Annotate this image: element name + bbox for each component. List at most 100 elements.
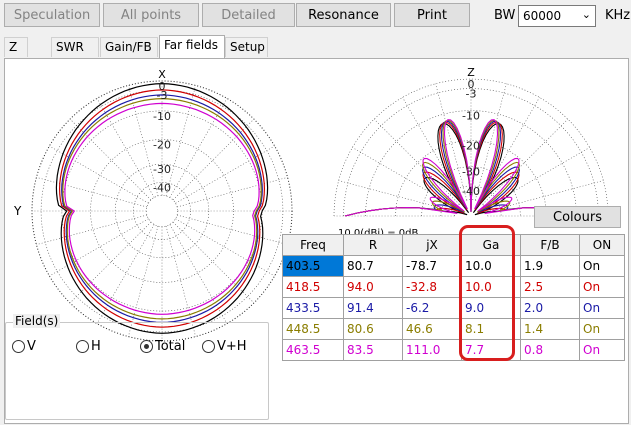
chevron-down-icon[interactable]: ⌄ [581,8,591,21]
col-fb[interactable]: F/B [520,234,580,256]
elevation-db-label: -20 [462,140,480,153]
azimuth-grid-spoke [175,218,275,277]
bw-label: BW [494,8,516,23]
table-cell-jx[interactable]: -6.2 [402,297,462,319]
radio-v-plus-h-indicator[interactable] [202,340,215,353]
table-row[interactable]: 448.5 80.6 46.6 8.1 1.4 On [282,318,625,340]
radio-h[interactable]: H [76,339,101,354]
bw-value: 60000 [523,9,562,23]
elevation-grid-spoke [435,83,468,201]
detailed-button[interactable]: Detailed [202,3,295,27]
table-row[interactable]: 418.5 94.0 -32.8 10.0 2.5 On [282,276,625,298]
azimuth-grid-spoke [49,218,149,277]
tab-setup[interactable]: Setup [225,37,268,57]
azimuth-y-axis-label: Y [13,204,22,218]
table-cell-on[interactable]: On [579,318,625,340]
elevation-z-axis-label: Z [467,66,475,79]
col-on[interactable]: ON [579,234,625,256]
radio-v[interactable]: V [12,339,36,354]
azimuth-db-label: -20 [153,139,171,152]
radio-total-indicator[interactable] [140,340,153,353]
table-cell-ga[interactable]: 7.7 [461,339,521,361]
table-cell-on[interactable]: On [579,276,625,298]
fields-legend: Field(s) [13,314,61,328]
table-cell-r[interactable]: 83.5 [343,339,403,361]
elevation-db-label: 0 [468,78,475,91]
elevation-pattern-trace [344,119,598,217]
elevation-db-label: -40 [462,185,480,198]
colours-button[interactable]: Colours [534,206,621,228]
radio-v-plus-h-label: V+H [217,339,247,354]
table-cell-r[interactable]: 91.4 [343,297,403,319]
elevation-grid-spoke [482,118,569,205]
azimuth-grid-spoke [69,221,152,304]
table-cell-freq[interactable]: 448.5 [282,318,344,340]
azimuth-grid-spoke [96,98,155,198]
table-cell-freq[interactable]: 463.5 [282,339,344,361]
table-cell-jx[interactable]: 46.6 [402,318,462,340]
resonance-button[interactable]: Resonance [296,3,391,27]
table-cell-freq[interactable]: 418.5 [282,276,344,298]
azimuth-grid-spoke [172,221,255,304]
table-cell-freq[interactable]: 433.5 [282,297,344,319]
table-cell-fb[interactable]: 2.5 [520,276,580,298]
table-cell-on[interactable]: On [579,297,625,319]
table-cell-fb[interactable]: 0.8 [520,339,580,361]
radio-h-indicator[interactable] [76,340,89,353]
bw-unit: KHz [605,8,631,23]
table-cell-jx[interactable]: 111.0 [402,339,462,361]
table-cell-fb[interactable]: 1.9 [520,255,580,277]
azimuth-grid-spoke [128,225,159,337]
elevation-grid-spoke [338,180,456,213]
table-row[interactable]: 403.5 80.7 -78.7 10.0 1.9 On [282,255,625,277]
elevation-db-label: -3 [466,88,477,101]
radio-total[interactable]: Total [140,339,185,354]
table-cell-ga[interactable]: 10.0 [461,255,521,277]
table-cell-on[interactable]: On [579,339,625,361]
table-cell-r[interactable]: 94.0 [343,276,403,298]
azimuth-db-label: -40 [153,181,171,194]
col-ga[interactable]: Ga [461,234,521,256]
table-cell-on[interactable]: On [579,255,625,277]
azimuth-pattern-trace [58,89,266,328]
azimuth-grid-spoke [172,118,255,201]
table-row[interactable]: 463.5 83.5 111.0 7.7 0.8 On [282,339,625,361]
azimuth-pattern-trace [62,97,262,320]
table-cell-r[interactable]: 80.7 [343,255,403,277]
azimuth-db-label: -10 [153,110,171,123]
results-table: Freq R jX Ga F/B ON 403.5 80.7 -78.7 10.0 1.… [282,234,625,361]
radio-total-label: Total [155,339,186,354]
col-jx[interactable]: jX [402,234,462,256]
col-r[interactable]: R [343,234,403,256]
table-cell-ga[interactable]: 9.0 [461,297,521,319]
azimuth-grid-spoke [176,177,288,208]
table-row[interactable]: 433.5 91.4 -6.2 9.0 2.0 On [282,297,625,319]
radio-v-label: V [27,339,36,354]
table-cell-freq[interactable]: 403.5 [282,255,344,277]
table-cell-jx[interactable]: -78.7 [402,255,462,277]
col-freq[interactable]: Freq [282,234,344,256]
tab-far-fields[interactable]: Far fields [159,35,225,58]
tab-swr[interactable]: SWR [51,37,99,57]
azimuth-grid-spoke [169,224,228,324]
bw-select[interactable]: 60000 ⌄ [518,5,596,27]
tab-z[interactable]: Z [4,37,28,57]
table-cell-r[interactable]: 80.6 [343,318,403,340]
print-button[interactable]: Print [394,3,470,27]
azimuth-db-label: -30 [153,163,171,176]
radio-v-indicator[interactable] [12,340,25,353]
speculation-button[interactable]: Speculation [4,3,100,27]
table-cell-ga[interactable]: 8.1 [461,318,521,340]
azimuth-x-axis-label: X [158,68,166,81]
table-cell-jx[interactable]: -32.8 [402,276,462,298]
azimuth-grid-ring [90,139,234,283]
tab-gain-fb[interactable]: Gain/FB [100,37,158,57]
all-points-button[interactable]: All points [103,3,199,27]
table-cell-ga[interactable]: 10.0 [461,276,521,298]
table-cell-fb[interactable]: 2.0 [520,297,580,319]
radio-v-plus-h[interactable]: V+H [202,339,247,354]
azimuth-grid-ring [114,163,210,259]
azimuth-grid-spoke [96,224,155,324]
table-cell-fb[interactable]: 1.4 [520,318,580,340]
